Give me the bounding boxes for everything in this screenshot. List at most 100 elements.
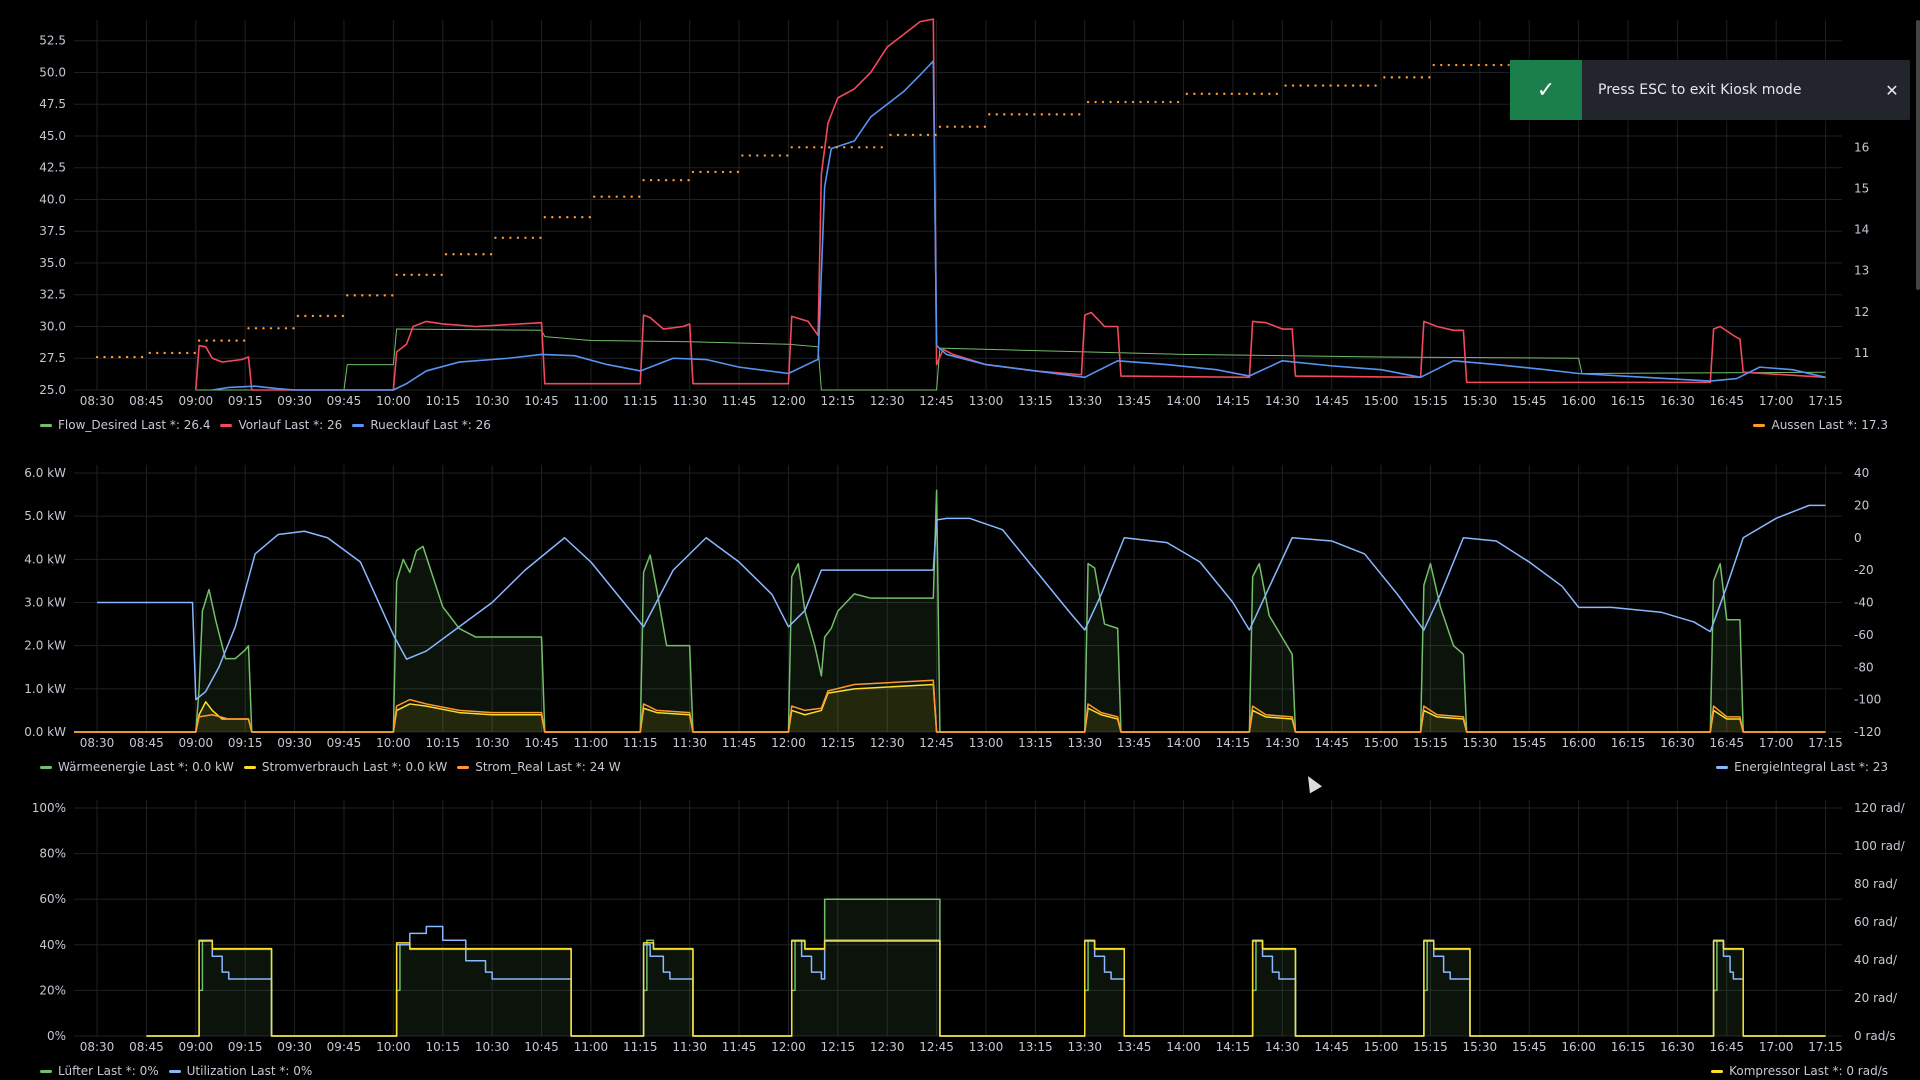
x-tick-label: 13:30 — [1067, 1040, 1102, 1054]
series-point-aussen — [501, 236, 505, 239]
kiosk-toast: ✓ Press ESC to exit Kiosk mode ✕ — [1510, 60, 1910, 120]
legend-swatch — [220, 423, 233, 427]
y-right-tick-label: 120 rad/ — [1854, 801, 1906, 815]
legend-item-utilization[interactable]: Utilization Last *: 0% — [168, 1064, 312, 1078]
series-point-aussen — [178, 351, 181, 355]
x-tick-label: 15:00 — [1364, 1040, 1399, 1054]
legend-item-ruecklauf[interactable]: Ruecklauf Last *: 26 — [352, 418, 491, 432]
series-point-aussen — [277, 327, 280, 330]
series-point-aussen — [1176, 100, 1180, 104]
series-line-strom-real — [74, 679, 1826, 733]
series-point-aussen — [798, 146, 801, 149]
x-tick-label: 11:30 — [672, 394, 707, 408]
y-right-tick-label: 40 rad/ — [1854, 953, 1898, 967]
toast-message: Press ESC to exit Kiosk mode — [1598, 82, 1802, 98]
x-tick-label: 16:45 — [1709, 736, 1744, 750]
series-point-aussen — [843, 146, 846, 149]
series-point-aussen — [687, 179, 690, 182]
x-tick-label: 13:15 — [1018, 736, 1053, 750]
series-point-aussen — [763, 154, 767, 157]
series-line-energieintegral — [97, 504, 1826, 701]
legend-item-energieintegral[interactable]: EnergieIntegral Last *: 23 — [1716, 760, 1888, 774]
y-right-tick-label: 0 rad/s — [1854, 1029, 1896, 1043]
x-tick-label: 13:00 — [969, 394, 1004, 408]
series-point-aussen — [171, 351, 174, 355]
series-point-aussen — [227, 339, 231, 342]
x-tick-label: 11:00 — [574, 394, 609, 408]
y-right-tick-label: 20 rad/ — [1854, 991, 1898, 1005]
series-point-aussen — [543, 216, 547, 219]
series-point-aussen — [786, 154, 789, 157]
series-point-aussen — [637, 195, 641, 198]
series-point-aussen — [1306, 84, 1310, 87]
series-point-aussen — [1070, 113, 1073, 116]
y-left-tick-label: 1.0 kW — [24, 682, 66, 696]
x-tick-label: 10:45 — [524, 736, 559, 750]
x-tick-label: 12:15 — [821, 736, 856, 750]
legend-item-vorlauf[interactable]: Vorlauf Last *: 26 — [220, 418, 342, 432]
series-point-aussen — [247, 327, 250, 330]
series-point-aussen — [482, 253, 485, 256]
series-point-aussen — [938, 125, 942, 128]
x-tick-label: 13:15 — [1018, 1040, 1053, 1054]
y-right-tick-label: 15 — [1854, 181, 1869, 195]
legend-item-aussen[interactable]: Aussen Last *: 17.3 — [1753, 418, 1888, 432]
series-point-aussen — [326, 314, 330, 318]
series-point-aussen — [896, 133, 900, 137]
series-point-aussen — [1169, 100, 1172, 104]
y-left-tick-label: 2.0 kW — [24, 639, 66, 653]
page-scrollbar[interactable] — [1916, 20, 1920, 290]
series-point-aussen — [1336, 84, 1340, 87]
y-left-tick-label: 52.5 — [39, 34, 66, 48]
series-point-aussen — [1025, 113, 1028, 116]
legend-item-kompressor[interactable]: Kompressor Last *: 0 rad/s — [1711, 1064, 1888, 1078]
legend-item-strom-real[interactable]: Strom_Real Last *: 24 W — [457, 760, 621, 774]
series-point-aussen — [440, 273, 443, 277]
series-point-aussen — [444, 253, 448, 256]
series-point-aussen — [995, 113, 998, 116]
series-point-aussen — [835, 146, 838, 149]
close-icon[interactable]: ✕ — [1885, 80, 1899, 100]
x-tick-label: 14:00 — [1166, 736, 1201, 750]
series-point-aussen — [489, 253, 493, 256]
x-tick-label: 12:45 — [919, 394, 954, 408]
series-point-aussen — [1329, 84, 1332, 87]
series-point-aussen — [1462, 63, 1465, 67]
series-point-aussen — [736, 170, 740, 174]
series-point-aussen — [1048, 113, 1051, 116]
y-left-tick-label: 0% — [47, 1029, 66, 1043]
legend-label: Ruecklauf Last *: 26 — [370, 418, 491, 432]
panel-2: 0.0 kW 1.0 kW 2.0 kW 3.0 kW 4.0 kW 5.0 kW 6.0 … — [24, 465, 1881, 750]
series-point-aussen — [296, 314, 300, 318]
x-tick-label: 15:30 — [1463, 1040, 1498, 1054]
series-point-aussen — [319, 314, 322, 318]
series-point-aussen — [1321, 84, 1325, 87]
y-left-tick-label: 100% — [32, 801, 66, 815]
legend-item-l-fter[interactable]: Lüfter Last *: 0% — [40, 1064, 159, 1078]
legend-swatch — [168, 1069, 181, 1073]
x-tick-label: 13:45 — [1117, 394, 1152, 408]
series-point-aussen — [1291, 84, 1295, 87]
series-point-aussen — [163, 351, 166, 355]
legend-item-stromverbrauch[interactable]: Stromverbrauch Last *: 0.0 kW — [243, 760, 448, 774]
legend-label: Stromverbrauch Last *: 0.0 kW — [261, 760, 448, 774]
y-left-tick-label: 80% — [39, 847, 66, 861]
series-point-aussen — [1154, 100, 1157, 104]
x-tick-label: 15:00 — [1364, 394, 1399, 408]
y-right-tick-label: 20 — [1854, 498, 1869, 512]
x-tick-label: 14:00 — [1166, 394, 1201, 408]
legend-swatch — [243, 765, 256, 769]
legend-label: Strom_Real Last *: 24 W — [475, 760, 621, 774]
x-tick-label: 16:45 — [1709, 394, 1744, 408]
x-tick-label: 11:30 — [672, 1040, 707, 1054]
legend-item-w-rmeenergie[interactable]: Wärmeenergie Last *: 0.0 kW — [40, 760, 234, 774]
x-tick-label: 11:45 — [722, 394, 757, 408]
legend-label: Lüfter Last *: 0% — [58, 1064, 159, 1078]
legend-swatch — [1753, 423, 1766, 427]
x-tick-label: 10:30 — [475, 1040, 510, 1054]
x-tick-label: 09:45 — [327, 1040, 362, 1054]
y-right-tick-label: 40 — [1854, 466, 1869, 480]
series-point-aussen — [1432, 63, 1435, 67]
legend-item-flow-desired[interactable]: Flow_Desired Last *: 26.4 — [40, 418, 210, 432]
panel-3: 0% 20% 40% 60% 80% 100% 0 rad/s 20 rad/40 rad/6… — [32, 800, 1906, 1054]
